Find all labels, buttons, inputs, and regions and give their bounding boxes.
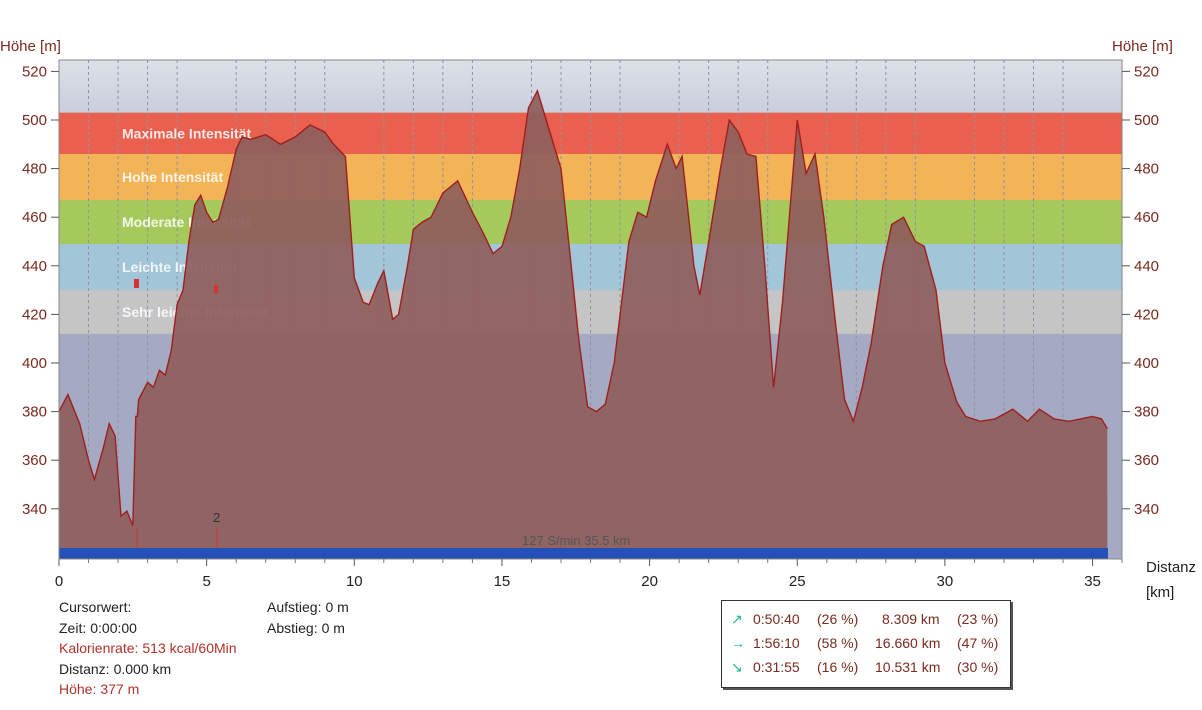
cursor-info-panel: Cursorwert: Zeit: 0:00:00 Kalorienrate: 51… (59, 597, 237, 700)
stats-row-downhill: ↘ 0:31:55 (16 %) 10.531 km (30 %) (722, 654, 1010, 678)
arrow-right-icon: → (731, 635, 745, 651)
descent-value: 0 m (321, 619, 345, 636)
ascent-panel: Aufstieg: 0 m Abstieg: 0 m (267, 597, 349, 638)
y-tick-label-left: 460 (22, 209, 47, 226)
stats-distance-pct: (30 %) (957, 659, 999, 675)
stats-time: 0:50:40 (753, 611, 800, 627)
ascent-value: 0 m (325, 599, 349, 615)
elevation-line (58, 88, 1108, 527)
footer-annotation: 127 S/min 35.5 km (522, 533, 630, 548)
stats-time: 0:31:55 (753, 659, 800, 675)
y-axis-label-right: Höhe [m] (1112, 38, 1173, 55)
y-tick-label-right: 420 (1134, 306, 1159, 323)
stats-distance: 8.309 km (882, 611, 940, 627)
stats-distance: 16.660 km (875, 635, 941, 651)
y-tick-label-right: 500 (1134, 112, 1159, 129)
marker-flag (214, 285, 218, 293)
y-tick-label-left: 380 (22, 404, 47, 421)
y-axis-label-left: Höhe [m] (0, 38, 61, 55)
y-tick-label-right: 440 (1134, 258, 1159, 275)
stats-time: 1:56:10 (753, 635, 800, 651)
marker-flag (134, 279, 139, 288)
y-tick-label-left: 520 (22, 63, 47, 80)
stats-table: ↗ 0:50:40 (26 %) 8.309 km (23 %) → 1:56:… (721, 600, 1011, 688)
x-tick-label: 35 (1084, 573, 1101, 590)
calorie-value: 513 kcal/60Min (142, 640, 237, 656)
height-label: Höhe: (59, 681, 97, 697)
stats-time-pct: (58 %) (817, 635, 859, 651)
x-tick-label: 0 (55, 573, 63, 590)
y-tick-label-right: 480 (1134, 161, 1159, 178)
time-label: Zeit: (59, 619, 87, 636)
distance-row: Distanz: 0.000 km (59, 659, 237, 680)
y-tick-label-left: 480 (22, 161, 47, 178)
descent-label: Abstieg: (267, 619, 318, 636)
y-tick-label-right: 520 (1134, 63, 1159, 80)
y-tick-label-left: 400 (22, 355, 47, 372)
stats-time-pct: (16 %) (817, 659, 859, 675)
height-row: Höhe: 377 m (59, 679, 237, 700)
cursor-title: Cursorwert: (59, 599, 132, 615)
y-tick-label-right: 340 (1134, 501, 1159, 518)
time-value: 0:00:00 (90, 619, 137, 636)
arrow-up-right-icon: ↗ (731, 611, 743, 627)
y-tick-label-right: 400 (1134, 355, 1159, 372)
y-tick-label-left: 440 (22, 258, 47, 275)
stats-distance: 10.531 km (875, 659, 941, 675)
y-tick-label-left: 420 (22, 306, 47, 323)
elevation-area (59, 90, 1108, 549)
x-tick-label: 10 (346, 573, 363, 590)
height-value: 377 m (100, 681, 140, 697)
x-axis-unit: [km] (1146, 584, 1174, 600)
y-tick-label-left: 340 (22, 501, 47, 518)
calorie-label: Kalorienrate: (59, 640, 139, 656)
distance-value: 0.000 km (113, 660, 172, 677)
descent-row: Abstieg: 0 m (267, 618, 349, 639)
x-tick-label: 20 (641, 573, 658, 590)
arrow-down-right-icon: ↘ (731, 659, 743, 675)
x-tick-label: 15 (494, 573, 511, 590)
x-tick-label: 5 (202, 573, 210, 590)
y-tick-label-right: 360 (1134, 452, 1159, 469)
y-tick-label-left: 360 (22, 452, 47, 469)
calorie-row: Kalorienrate: 513 kcal/60Min (59, 638, 237, 659)
stats-row-flat: → 1:56:10 (58 %) 16.660 km (47 %) (722, 630, 1010, 654)
elevation-chart: Höhe [m] Höhe [m] Distanz [km] Maximale … (0, 38, 1196, 600)
stats-distance-pct: (23 %) (957, 611, 999, 627)
y-tick-label-right: 460 (1134, 209, 1159, 226)
y-tick-label-left: 500 (22, 112, 47, 129)
stats-row-uphill: ↗ 0:50:40 (26 %) 8.309 km (23 %) (722, 606, 1010, 630)
band-label: Maximale Intensität (122, 125, 251, 141)
distance-label: Distanz: (59, 660, 110, 677)
lap-marker-label: 2 (213, 510, 220, 525)
ascent-label: Aufstieg: (267, 599, 322, 615)
y-tick-label-right: 380 (1134, 404, 1159, 421)
ascent-row: Aufstieg: 0 m (267, 597, 349, 618)
stats-distance-pct: (47 %) (957, 635, 999, 651)
band-label: Hohe Intensität (122, 169, 223, 185)
stats-time-pct: (26 %) (817, 611, 859, 627)
x-axis-label: Distanz (1146, 559, 1196, 576)
x-tick-label: 30 (937, 573, 954, 590)
x-tick-label: 25 (789, 573, 806, 590)
time-row: Zeit: 0:00:00 (59, 618, 237, 639)
baseline-strip (59, 548, 1108, 559)
